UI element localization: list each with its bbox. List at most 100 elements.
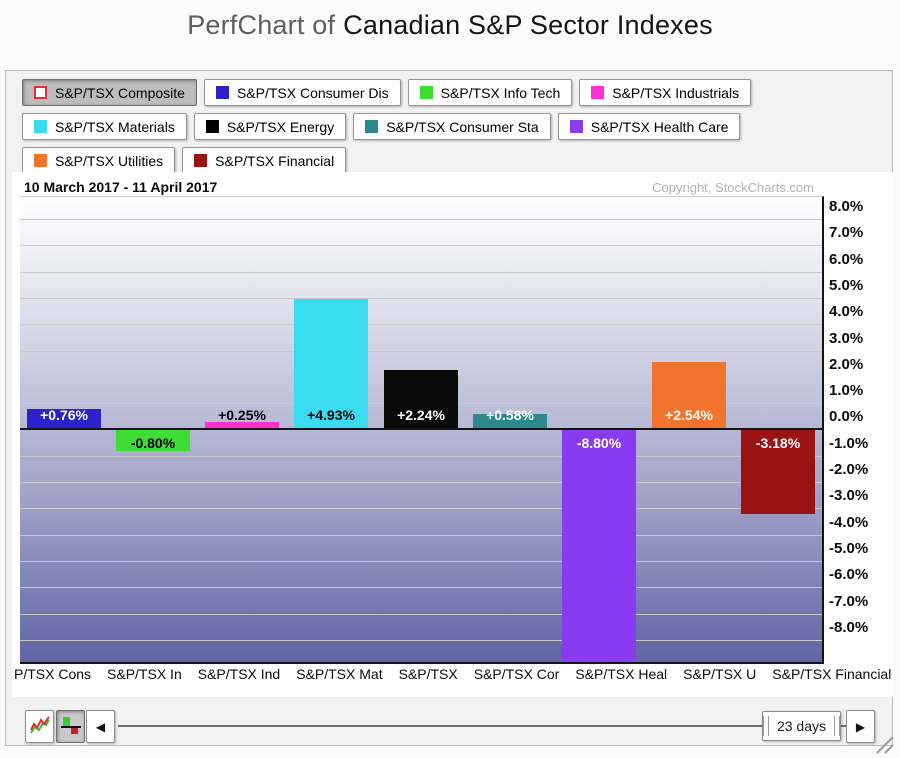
line-chart-mode-button[interactable] (25, 710, 54, 743)
bar-chart-mode-button[interactable] (56, 710, 85, 743)
gridline (20, 482, 822, 483)
legend-swatch-icon (34, 154, 47, 167)
chart-bar-s-p-tsx-utilities (652, 362, 726, 429)
y-axis-tick: 7.0% (829, 224, 864, 241)
chart-panel: 10 March 2017 - 11 April 2017 Copyright,… (12, 172, 894, 697)
gridline (20, 219, 822, 220)
legend-swatch-icon (419, 86, 433, 99)
y-axis-tick: -8.0% (829, 619, 869, 636)
legend-swatch-icon (569, 120, 583, 133)
date-range-label: 10 March 2017 - 11 April 2017 (24, 179, 218, 195)
gridline (20, 245, 822, 246)
bar-value-label: -3.18% (755, 435, 801, 451)
handle-grip-right (834, 716, 840, 736)
y-axis-tick: 2.0% (829, 356, 864, 373)
legend-button-label: S&P/TSX Financial (215, 152, 335, 169)
chart-bar-s-p-tsx-consumer-sta (473, 414, 547, 429)
gridline (20, 614, 822, 615)
y-axis-tick: -7.0% (829, 593, 869, 610)
y-axis-tick: -3.0% (829, 487, 869, 504)
gridline (20, 535, 822, 536)
legend-button-s-p-tsx-utilities[interactable]: S&P/TSX Utilities (22, 147, 176, 174)
chart-bar-s-p-tsx-industrials (205, 422, 279, 429)
plot-area: +0.76% -0.80% +0.25% +4.93% +2.24% +0.58% -8.8… (20, 196, 824, 664)
y-axis: 8.0% 7.0% 6.0% 5.0% 4.0% 3.0% 2.0% 1.0% 0.0% -1.0… (824, 196, 892, 665)
legend-button-s-p-tsx-energy[interactable]: S&P/TSX Energy (193, 113, 347, 140)
x-axis-label: S&P/TSX U (683, 666, 757, 682)
y-axis-tick: 5.0% (829, 277, 864, 294)
copyright-label: Copyright, StockCharts.com (652, 180, 814, 195)
legend-button-s-p-tsx-composite[interactable]: S&P/TSX Composite (22, 79, 197, 106)
chart-bar-s-p-tsx-health-care (562, 430, 636, 661)
bar-value-label: +0.76% (40, 407, 88, 423)
x-axis-label: S&P/TSX (398, 666, 458, 682)
x-axis-label: S&P/TSX Ind (197, 666, 281, 682)
y-axis-tick: -4.0% (829, 514, 869, 531)
resize-grip-icon[interactable] (876, 736, 894, 754)
legend-swatch-icon (365, 120, 379, 133)
perfchart-widget: S&P/TSX Composite S&P/TSX Consumer Dis S&P… (5, 70, 894, 746)
x-axis-label: P/TSX Cons (14, 666, 92, 682)
y-axis-tick: 8.0% (829, 198, 864, 215)
y-axis-tick: -5.0% (829, 540, 869, 557)
gridline (20, 298, 822, 299)
legend-swatch-icon (194, 154, 208, 167)
legend-button-label: S&P/TSX Consumer Sta (386, 118, 539, 135)
legend-button-label: S&P/TSX Materials (55, 118, 175, 135)
legend-button-s-p-tsx-industrials[interactable]: S&P/TSX Industrials (579, 79, 752, 106)
legend-button-label: S&P/TSX Composite (55, 84, 185, 101)
gridline (20, 272, 822, 273)
legend-button-label: S&P/TSX Consumer Dis (236, 84, 389, 101)
y-axis-tick: 3.0% (829, 330, 864, 347)
date-slider-track[interactable] (118, 725, 862, 727)
right-arrow-icon: ▶ (855, 719, 866, 734)
y-axis-tick: 4.0% (829, 303, 864, 320)
page-title-main: Canadian S&P Sector Indexes (343, 10, 713, 40)
bar-value-label: -0.80% (130, 435, 176, 451)
legend-button-label: S&P/TSX Info Tech (440, 84, 561, 101)
legend-button-s-p-tsx-materials[interactable]: S&P/TSX Materials (22, 113, 187, 140)
bar-value-label: +2.24% (397, 407, 445, 423)
chart-bar-s-p-tsx-consumer-dis (27, 409, 101, 429)
page-title: PerfChart of Canadian S&P Sector Indexes (0, 10, 900, 41)
legend-swatch-icon (215, 86, 229, 99)
x-axis-label: S&P/TSX Mat (296, 666, 383, 682)
legend-button-s-p-tsx-consumer-sta[interactable]: S&P/TSX Consumer Sta (353, 113, 551, 140)
y-axis-tick: -6.0% (829, 566, 869, 583)
legend-button-s-p-tsx-health-care[interactable]: S&P/TSX Health Care (557, 113, 741, 140)
zero-line (20, 428, 822, 430)
page-title-prefix: PerfChart of (187, 10, 336, 40)
scroll-left-button[interactable]: ◀ (86, 710, 115, 743)
x-axis-label: S&P/TSX Heal (575, 666, 668, 682)
legend-button-label: S&P/TSX Health Care (590, 118, 729, 135)
bar-value-label: -8.80% (576, 435, 622, 451)
legend: S&P/TSX Composite S&P/TSX Consumer Dis S&P… (22, 79, 752, 181)
bar-value-label: +4.93% (307, 407, 355, 423)
legend-button-s-p-tsx-financial[interactable]: S&P/TSX Financial (182, 147, 347, 174)
x-axis-label: S&P/TSX Cor (473, 666, 560, 682)
x-axis-label: S&P/TSX Financial (772, 666, 892, 682)
bar-value-label: +0.25% (218, 407, 266, 423)
date-slider-handle[interactable]: 23 days (762, 711, 841, 741)
y-axis-tick: 6.0% (829, 251, 864, 268)
line-chart-icon (29, 715, 51, 738)
y-axis-tick: 1.0% (829, 382, 864, 399)
y-axis-tick: 0.0% (829, 408, 864, 425)
legend-swatch-icon (34, 86, 47, 99)
gridline (20, 561, 822, 562)
chart-bar-s-p-tsx-energy (384, 370, 458, 429)
y-axis-tick: -1.0% (829, 435, 869, 452)
y-axis-tick: -2.0% (829, 461, 869, 478)
bar-value-label: +0.58% (486, 407, 534, 423)
chart-bar-s-p-tsx-materials (294, 299, 368, 429)
bar-chart-icon (60, 715, 82, 738)
left-arrow-icon: ◀ (95, 719, 106, 734)
x-axis-label: S&P/TSX In (107, 666, 182, 682)
chart-bar-s-p-tsx-info-tech (116, 430, 190, 451)
legend-row: S&P/TSX Composite S&P/TSX Consumer Dis S&P… (22, 79, 752, 106)
legend-row: S&P/TSX Utilities S&P/TSX Financial (22, 147, 751, 174)
scroll-right-button[interactable]: ▶ (846, 710, 875, 743)
legend-button-s-p-tsx-info-tech[interactable]: S&P/TSX Info Tech (407, 79, 573, 106)
legend-button-s-p-tsx-consumer-dis[interactable]: S&P/TSX Consumer Dis (203, 79, 401, 106)
